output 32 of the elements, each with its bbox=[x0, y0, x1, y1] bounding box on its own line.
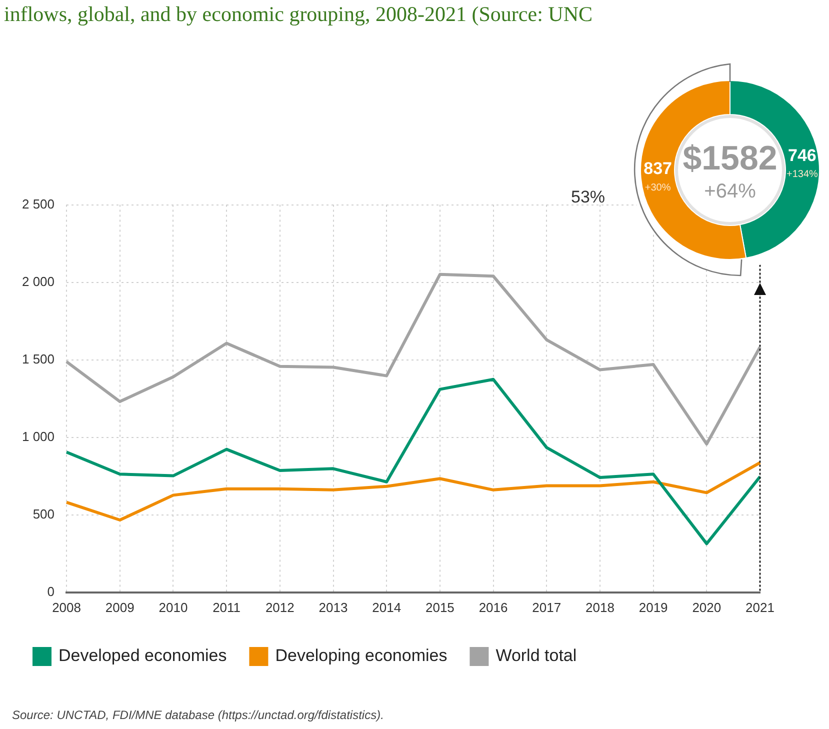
legend-label: Developed economies bbox=[58, 646, 227, 666]
source-note: Source: UNCTAD, FDI/MNE database (https://unctad.org/fdistatistics). bbox=[12, 708, 384, 722]
legend-label: Developing economies bbox=[275, 646, 448, 666]
x-tick-label: 2014 bbox=[372, 600, 402, 615]
x-tick-label: 2013 bbox=[318, 600, 348, 615]
y-tick-label: 2 000 bbox=[22, 274, 55, 289]
data-label: 837 bbox=[644, 159, 672, 178]
y-tick-label: 500 bbox=[32, 506, 55, 522]
x-tick-label: 2012 bbox=[265, 600, 294, 615]
text: +134% bbox=[786, 169, 818, 180]
text: +30% bbox=[644, 182, 671, 194]
chart-title: inflows, global, and by economic grouping, 2008-2021 (Source: UNC bbox=[4, 2, 592, 27]
x-tick-label: 2011 bbox=[212, 600, 241, 615]
legend-label: World total bbox=[496, 646, 577, 666]
x-tick-label: 2016 bbox=[478, 600, 508, 615]
data-label: 746 bbox=[788, 146, 816, 166]
x-tick-label: 2021 bbox=[746, 600, 774, 615]
x-tick-label: 2009 bbox=[105, 600, 134, 615]
annotation: 53% bbox=[570, 188, 606, 207]
y-tick-label: 0 bbox=[47, 584, 55, 599]
y-tick-label: 1 000 bbox=[22, 428, 55, 444]
x-tick-label: 2017 bbox=[532, 600, 562, 615]
x-tick-label: 2020 bbox=[692, 600, 722, 615]
x-tick-label: 2019 bbox=[638, 600, 668, 615]
x-tick-label: 2010 bbox=[158, 600, 188, 615]
x-tick-label: 2018 bbox=[586, 600, 614, 615]
x-tick-label: 2015 bbox=[425, 600, 454, 615]
y-tick-label: 2 500 bbox=[22, 196, 55, 212]
text: +64% bbox=[704, 180, 756, 203]
text: $1582 bbox=[682, 139, 778, 178]
x-tick-label: 2008 bbox=[52, 600, 81, 615]
y-tick-label: 1 500 bbox=[22, 351, 55, 366]
